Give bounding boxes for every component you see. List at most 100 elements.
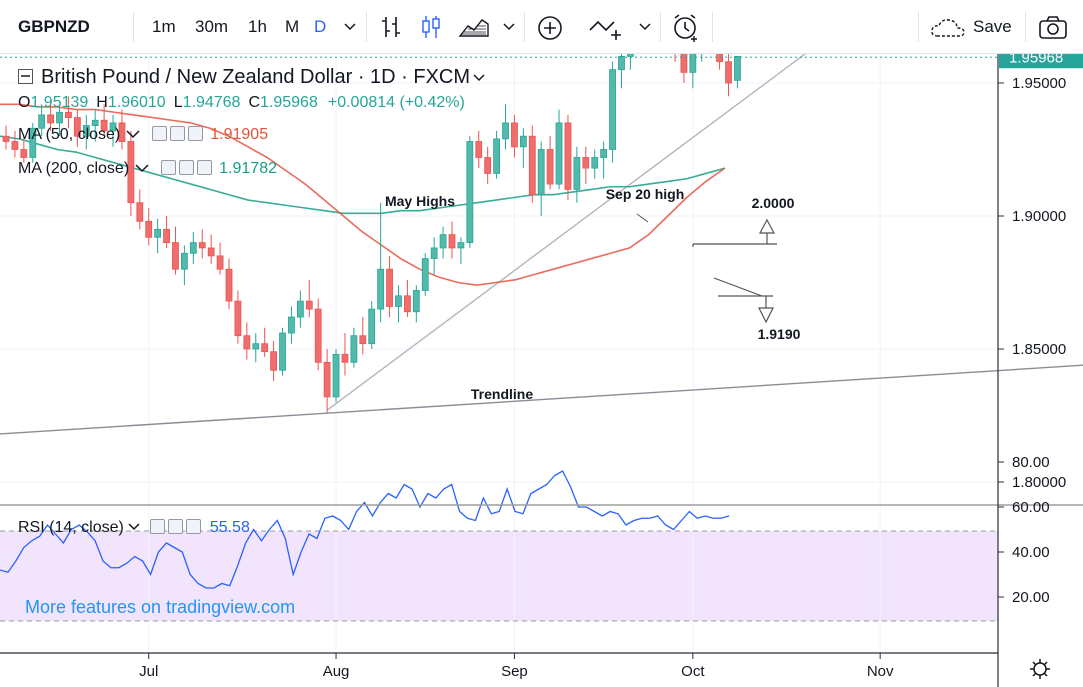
long-support-line[interactable] (0, 354, 1083, 435)
candle[interactable] (734, 56, 741, 89)
candle[interactable] (47, 101, 54, 131)
collapse-icon[interactable] (18, 69, 33, 84)
close-icon[interactable] (197, 160, 213, 175)
chevron-down-icon[interactable] (128, 522, 140, 532)
cloud-save-icon[interactable] (930, 16, 970, 38)
bar-style-icon[interactable] (378, 14, 404, 40)
annotation-label[interactable]: Trendline (471, 386, 533, 402)
candle[interactable] (279, 327, 286, 376)
candle[interactable] (73, 109, 81, 147)
candle[interactable] (198, 229, 206, 259)
candle[interactable] (154, 218, 162, 254)
interval-day[interactable]: D (314, 17, 327, 36)
gear-icon[interactable] (167, 519, 183, 534)
candle[interactable] (716, 54, 723, 70)
candle[interactable] (672, 54, 678, 62)
chart-canvas[interactable]: May Highs Sep 20 high 2.0000 1.9190 Trendlin… (0, 54, 1083, 687)
candle[interactable] (252, 333, 260, 363)
candle[interactable] (323, 349, 331, 413)
candle[interactable] (395, 285, 402, 323)
rsi-line[interactable] (0, 470, 730, 589)
annotation-label[interactable]: May Highs (385, 193, 455, 209)
candle[interactable] (582, 146, 590, 185)
candle[interactable] (689, 54, 697, 89)
rsi-price-axis[interactable]: 20.00 40.00 60.00 80.00 (997, 454, 1050, 606)
candle[interactable] (225, 258, 233, 310)
candle[interactable] (11, 130, 19, 158)
compare-icon[interactable] (588, 14, 624, 42)
save-button[interactable]: Save (973, 17, 1012, 36)
candle[interactable] (528, 125, 536, 203)
candle[interactable] (439, 226, 447, 259)
annotation-label[interactable]: 1.9190 (758, 326, 801, 342)
target-down-arrow[interactable] (692, 244, 774, 324)
candle[interactable] (493, 130, 501, 179)
chevron-down-icon[interactable] (473, 73, 485, 83)
candle[interactable] (29, 122, 37, 163)
candle[interactable] (189, 231, 197, 264)
candle[interactable] (163, 216, 170, 248)
candle[interactable] (118, 109, 126, 150)
candle[interactable] (421, 253, 429, 296)
candle[interactable] (609, 61, 616, 163)
candle[interactable] (296, 290, 304, 328)
candle[interactable] (56, 106, 63, 137)
eye-icon[interactable] (152, 126, 168, 141)
candle[interactable] (100, 104, 108, 137)
interval-month[interactable]: M (285, 17, 300, 36)
candle[interactable] (359, 317, 367, 355)
chevron-down-icon[interactable] (343, 21, 357, 33)
candle[interactable] (145, 208, 153, 246)
eye-icon[interactable] (161, 160, 177, 175)
chevron-down-icon[interactable] (135, 163, 149, 173)
candle[interactable] (618, 54, 625, 89)
candle[interactable] (680, 54, 688, 83)
close-icon[interactable] (185, 519, 201, 534)
candle[interactable] (502, 104, 509, 150)
ma50-line[interactable] (0, 103, 726, 286)
settings-gear-icon[interactable] (1030, 659, 1050, 679)
candle[interactable] (475, 130, 483, 169)
gear-icon[interactable] (179, 160, 195, 175)
candle[interactable] (65, 96, 72, 129)
candle[interactable] (519, 128, 527, 169)
candle[interactable] (377, 202, 385, 323)
candle[interactable] (20, 136, 28, 163)
candle[interactable] (457, 237, 465, 264)
candle[interactable] (564, 114, 572, 201)
candle[interactable] (332, 349, 340, 403)
candle[interactable] (270, 341, 278, 381)
gear-icon[interactable] (170, 126, 186, 141)
candle[interactable] (591, 149, 599, 179)
candle[interactable] (699, 54, 705, 62)
symbol-search[interactable]: GBPNZD (18, 17, 90, 36)
candle[interactable] (136, 189, 144, 230)
add-indicator-icon[interactable] (536, 14, 564, 42)
candle[interactable] (412, 285, 420, 323)
candle[interactable] (430, 237, 438, 275)
price-axis[interactable]: 1.800001.850001.900001.950002.000002.050… (0, 54, 1083, 491)
candle[interactable] (448, 221, 456, 259)
candle[interactable] (261, 327, 269, 357)
candle[interactable] (91, 109, 99, 142)
ma200-line[interactable] (0, 135, 726, 215)
candle[interactable] (368, 301, 376, 349)
time-axis[interactable]: Jul Aug Sep Oct Nov (139, 653, 894, 680)
candle[interactable] (314, 298, 322, 371)
candle[interactable] (627, 54, 634, 70)
candle[interactable] (600, 141, 608, 179)
candle[interactable] (466, 136, 474, 248)
candle[interactable] (172, 226, 179, 275)
candle[interactable] (305, 279, 313, 318)
annotation-label[interactable]: 2.0000 (752, 195, 795, 211)
candle[interactable] (484, 146, 492, 185)
interval-30m[interactable]: 30m (195, 17, 229, 36)
candle[interactable] (82, 114, 90, 150)
alert-icon[interactable] (670, 12, 702, 42)
candle[interactable] (341, 333, 349, 376)
candle[interactable] (511, 114, 518, 158)
annotation-label[interactable]: Sep 20 high (606, 186, 685, 202)
candle[interactable] (386, 255, 393, 318)
candle[interactable] (537, 141, 545, 216)
candle[interactable] (180, 245, 188, 286)
